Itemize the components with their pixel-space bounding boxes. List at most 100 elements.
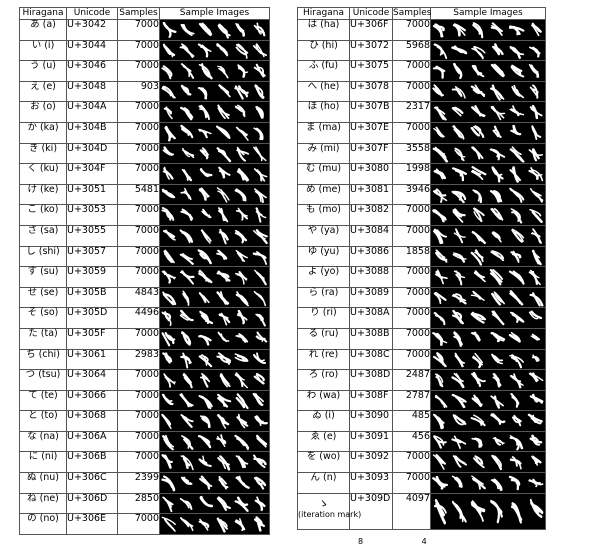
sample-images-cell — [430, 19, 546, 41]
table-header-row: Hiragana Unicode Samples Sample Images — [19, 7, 270, 20]
unicode-cell: U+3042 — [66, 19, 118, 41]
table-row: ひ (hi) U+3072 5968 — [297, 39, 546, 62]
sample-images-cell — [159, 513, 270, 535]
hiragana-cell: ぬ (nu) — [19, 472, 67, 494]
unicode-cell: U+3075 — [349, 60, 393, 82]
sample-images-cell — [159, 204, 270, 226]
sample-images-strip — [161, 310, 266, 327]
sample-images-strip — [162, 351, 267, 368]
sample-images-cell — [430, 204, 546, 226]
sample-images-strip — [162, 228, 268, 245]
hiragana-cell: く (ku) — [19, 163, 67, 185]
unicode-cell: U+305F — [66, 327, 118, 350]
sample-images-strip — [432, 84, 539, 101]
sample-images-cell — [159, 389, 270, 412]
unicode-cell: U+3092 — [349, 451, 393, 474]
sample-images-cell — [430, 183, 546, 206]
sample-images-cell — [430, 60, 546, 82]
hiragana-cell: け (ke) — [19, 183, 67, 206]
sample-images-cell — [159, 60, 270, 82]
samples-cell: 4496 — [117, 307, 160, 329]
sample-images-strip — [434, 392, 544, 409]
samples-cell: 7000 — [392, 451, 431, 474]
hiragana-cell: の (no) — [19, 513, 67, 535]
table-row: の (no) U+306E 7000 — [19, 513, 270, 535]
header-samples: Samples — [117, 7, 160, 20]
sample-images-strip — [162, 495, 266, 512]
samples-cell: 7000 — [117, 266, 160, 288]
sample-images-cell — [430, 307, 546, 329]
table-row: ゝ (iteration mark) U+309D 4097 — [297, 492, 546, 530]
unicode-cell: U+3055 — [66, 224, 118, 247]
sample-images-strip — [432, 475, 544, 492]
hiragana-cell: へ (he) — [297, 80, 350, 103]
table-row: ふ (fu) U+3075 7000 — [297, 60, 546, 82]
samples-cell: 1858 — [392, 245, 431, 268]
sample-images-strip — [162, 290, 267, 307]
sample-images-strip — [432, 351, 540, 368]
unicode-cell: U+3078 — [349, 80, 393, 103]
sample-images-cell — [159, 451, 270, 474]
samples-cell: 7000 — [392, 266, 431, 288]
sample-images-strip — [162, 42, 268, 59]
samples-cell: 7000 — [392, 60, 431, 82]
sample-images-strip — [433, 124, 542, 140]
sample-images-cell — [159, 369, 270, 391]
hiragana-cell: れ (re) — [297, 348, 350, 371]
sample-images-strip — [434, 372, 544, 389]
samples-cell: 7000 — [117, 204, 160, 226]
hiragana-cell: し (shi) — [19, 245, 67, 268]
samples-cell: 7000 — [392, 80, 431, 103]
unicode-cell: U+3091 — [349, 430, 393, 453]
hiragana-cell: き (ki) — [19, 142, 67, 165]
samples-cell: 3946 — [392, 183, 431, 206]
table-row: さ (sa) U+3055 7000 — [19, 224, 270, 247]
hiragana-cell: と (to) — [19, 410, 67, 432]
hiragana-cell: ら (ra) — [297, 286, 350, 309]
hiragana-cell: あ (a) — [19, 19, 67, 41]
samples-cell: 7000 — [117, 142, 160, 165]
sample-images-strip — [164, 124, 264, 142]
samples-cell: 7000 — [117, 245, 160, 268]
table-row: て (te) U+3066 7000 — [19, 389, 270, 412]
table-row: せ (se) U+305B 4843 — [19, 286, 270, 309]
sample-images-cell — [159, 183, 270, 206]
table-row: な (na) U+306A 7000 — [19, 430, 270, 453]
hiragana-cell: に (ni) — [19, 451, 67, 474]
header-sample-images: Sample Images — [159, 7, 270, 20]
samples-cell: 4097 — [392, 492, 431, 530]
hiragana-cell: ち (chi) — [19, 348, 67, 371]
hiragana-cell: そ (so) — [19, 307, 67, 329]
table-row: れ (re) U+308C 7000 — [297, 348, 546, 371]
samples-cell: 2787 — [392, 389, 431, 412]
sample-images-strip — [432, 63, 540, 80]
sample-images-cell — [159, 430, 270, 453]
unicode-cell: U+307F — [349, 142, 393, 165]
sample-images-cell — [430, 101, 546, 123]
table-header-row: Hiragana Unicode Samples Sample Images — [297, 7, 546, 20]
table-row: た (ta) U+305F 7000 — [19, 327, 270, 350]
sample-images-cell — [159, 163, 270, 185]
sample-images-cell — [430, 142, 546, 165]
sample-images-strip — [161, 187, 267, 203]
table-row: あ (a) U+3042 7000 — [19, 19, 270, 41]
unicode-cell: U+3082 — [349, 204, 393, 226]
hiragana-cell: お (o) — [19, 101, 67, 123]
hiragana-cell: も (mo) — [297, 204, 350, 226]
samples-cell: 7000 — [392, 307, 431, 329]
unicode-cell: U+307E — [349, 121, 393, 144]
unicode-cell: U+305D — [66, 307, 118, 329]
sample-images-strip — [161, 63, 266, 80]
table-row: き (ki) U+304D 7000 — [19, 142, 270, 165]
sample-images-cell — [159, 121, 270, 144]
sample-images-strip — [163, 372, 265, 389]
hiragana-cell: な (na) — [19, 430, 67, 453]
table-row: る (ru) U+308B 7000 — [297, 327, 546, 350]
sample-images-strip — [435, 248, 542, 266]
unicode-cell: U+304B — [66, 121, 118, 144]
unicode-cell: U+306B — [66, 451, 118, 474]
sample-images-cell — [159, 80, 270, 103]
sample-images-cell — [430, 224, 546, 247]
hiragana-cell: ゐ (i) — [297, 410, 350, 432]
table-row: ほ (ho) U+307B 2317 — [297, 101, 546, 123]
